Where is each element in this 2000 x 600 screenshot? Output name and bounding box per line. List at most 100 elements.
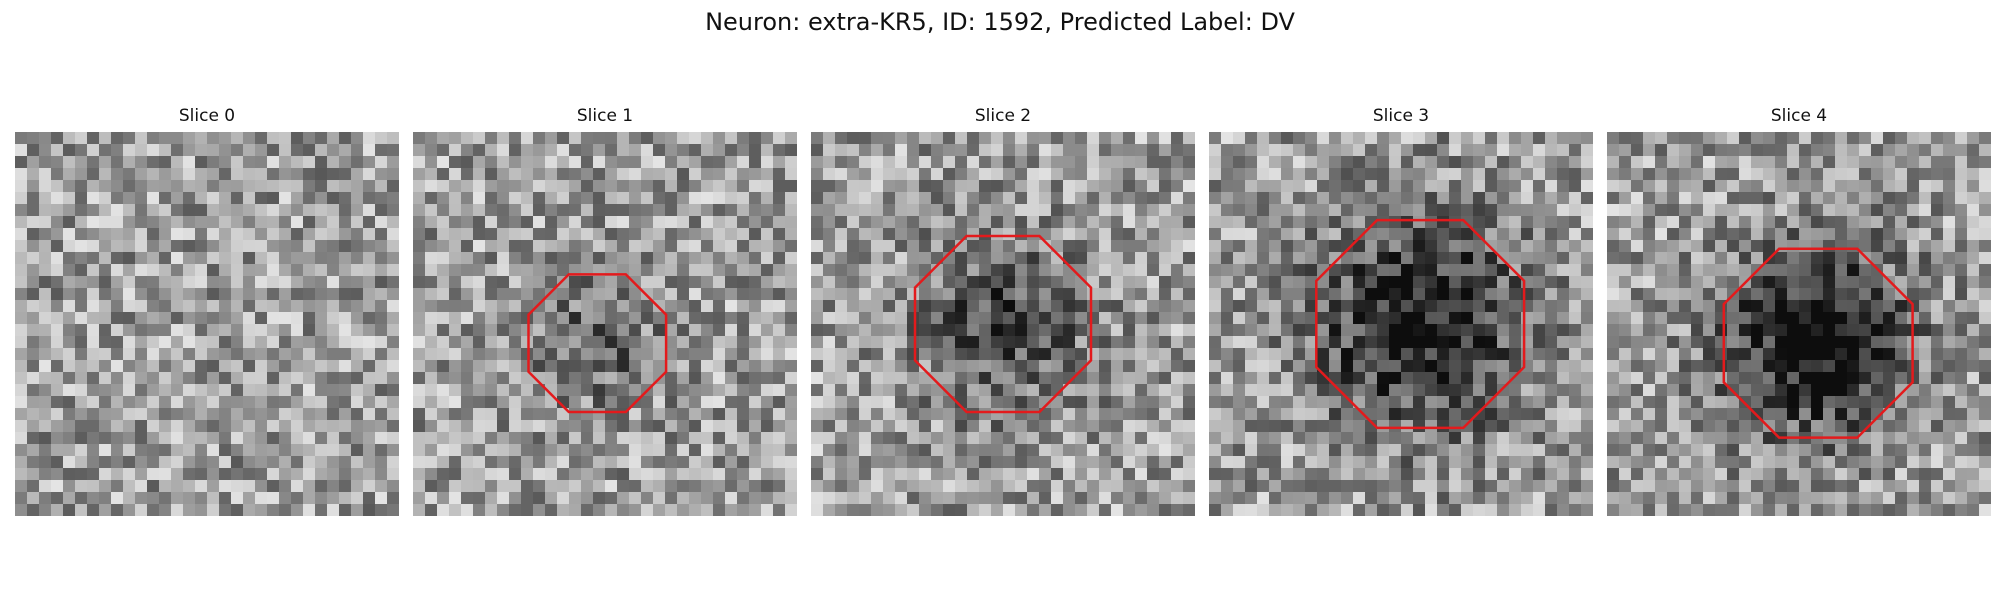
image-pixel [1389, 504, 1402, 516]
image-pixel [1871, 420, 1884, 433]
image-pixel [1943, 288, 1956, 301]
image-pixel [351, 252, 364, 265]
image-pixel [895, 228, 908, 241]
image-pixel [413, 480, 426, 493]
image-pixel [1979, 408, 1991, 421]
image-pixel [737, 444, 750, 457]
image-pixel [1087, 264, 1100, 277]
image-pixel [605, 252, 618, 265]
image-pixel [461, 300, 474, 313]
image-pixel [1569, 456, 1582, 469]
image-pixel [545, 420, 558, 433]
image-pixel [303, 132, 316, 145]
image-pixel [1545, 360, 1558, 373]
image-pixel [1485, 360, 1498, 373]
image-pixel [437, 432, 450, 445]
image-pixel [1353, 180, 1366, 193]
image-pixel [75, 504, 88, 516]
image-pixel [545, 348, 558, 361]
image-pixel [147, 432, 160, 445]
image-pixel [51, 204, 64, 217]
image-pixel [1221, 420, 1234, 433]
image-pixel [1545, 492, 1558, 505]
image-pixel [1569, 132, 1582, 145]
image-pixel [413, 468, 426, 481]
image-pixel [1099, 492, 1112, 505]
image-pixel [521, 456, 534, 469]
image-pixel [255, 468, 268, 481]
image-pixel [195, 468, 208, 481]
image-pixel [1171, 408, 1184, 421]
image-pixel [1643, 264, 1656, 277]
image-pixel [713, 360, 726, 373]
image-pixel [1835, 444, 1848, 457]
image-pixel [303, 360, 316, 373]
image-pixel [1353, 444, 1366, 457]
image-pixel [1449, 372, 1462, 385]
image-pixel [231, 444, 244, 457]
image-pixel [569, 144, 582, 157]
image-pixel [473, 156, 486, 169]
image-pixel [27, 396, 40, 409]
image-pixel [39, 396, 52, 409]
image-pixel [1557, 276, 1570, 289]
image-pixel [1075, 312, 1088, 325]
image-pixel [1631, 204, 1644, 217]
image-pixel [1209, 156, 1222, 169]
image-pixel [437, 252, 450, 265]
image-pixel [51, 372, 64, 385]
image-pixel [1619, 324, 1632, 337]
image-pixel [1075, 432, 1088, 445]
image-pixel [1823, 216, 1836, 229]
image-pixel [1509, 132, 1522, 145]
image-pixel [87, 492, 100, 505]
image-pixel [1643, 396, 1656, 409]
image-pixel [1847, 288, 1860, 301]
image-pixel [485, 444, 498, 457]
image-pixel [785, 444, 797, 457]
image-pixel [773, 420, 786, 433]
image-pixel [1341, 180, 1354, 193]
image-pixel [1497, 348, 1510, 361]
image-pixel [521, 132, 534, 145]
image-pixel [1497, 276, 1510, 289]
image-pixel [979, 312, 992, 325]
image-pixel [1473, 156, 1486, 169]
image-pixel [1787, 300, 1800, 313]
image-pixel [315, 204, 328, 217]
image-pixel [1449, 384, 1462, 397]
image-pixel [737, 504, 750, 516]
image-pixel [291, 312, 304, 325]
image-pixel [1353, 324, 1366, 337]
image-pixel [677, 132, 690, 145]
image-pixel [1377, 384, 1390, 397]
image-pixel [183, 384, 196, 397]
image-pixel [811, 252, 824, 265]
image-pixel [1763, 276, 1776, 289]
image-pixel [545, 312, 558, 325]
image-pixel [339, 288, 352, 301]
image-pixel [1955, 348, 1968, 361]
image-pixel [413, 216, 426, 229]
image-pixel [919, 180, 932, 193]
image-pixel [1051, 204, 1064, 217]
image-pixel [1545, 372, 1558, 385]
image-pixel [327, 228, 340, 241]
image-pixel [243, 396, 256, 409]
image-pixel [1943, 384, 1956, 397]
image-pixel [1159, 276, 1172, 289]
image-pixel [1293, 276, 1306, 289]
image-pixel [1667, 432, 1680, 445]
image-pixel [725, 468, 738, 481]
image-pixel [425, 156, 438, 169]
image-pixel [883, 180, 896, 193]
image-pixel [123, 144, 136, 157]
image-pixel [1461, 204, 1474, 217]
image-pixel [1147, 492, 1160, 505]
image-pixel [1607, 300, 1620, 313]
image-pixel [1183, 276, 1195, 289]
image-pixel [629, 192, 642, 205]
image-pixel [1799, 456, 1812, 469]
image-pixel [1775, 228, 1788, 241]
image-pixel [1425, 480, 1438, 493]
